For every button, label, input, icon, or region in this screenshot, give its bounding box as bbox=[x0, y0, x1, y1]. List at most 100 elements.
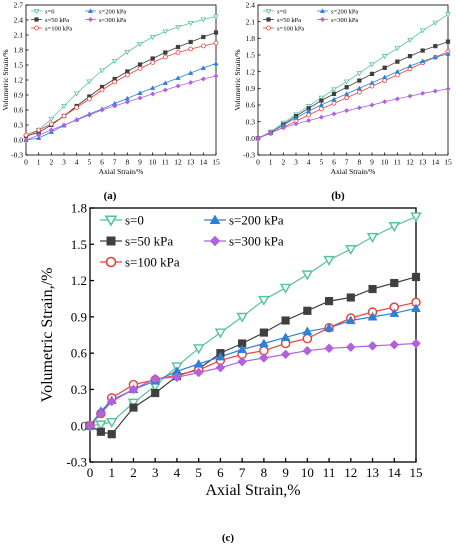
data-point bbox=[192, 344, 205, 355]
data-point bbox=[319, 98, 324, 103]
data-point bbox=[346, 293, 355, 302]
x-tick-label: 15 bbox=[410, 465, 423, 480]
x-tick-label: 11 bbox=[323, 465, 336, 480]
series-line bbox=[257, 51, 449, 139]
data-point bbox=[420, 48, 425, 53]
data-point bbox=[175, 83, 181, 89]
data-point bbox=[162, 87, 168, 93]
y-tick-label: 0.3 bbox=[246, 117, 256, 126]
series-line bbox=[25, 75, 217, 141]
data-point bbox=[420, 90, 426, 96]
data-point bbox=[324, 343, 334, 354]
data-point bbox=[259, 353, 269, 363]
data-point bbox=[200, 17, 207, 23]
data-point bbox=[324, 322, 334, 332]
data-point bbox=[433, 43, 438, 49]
legend-entry: s=50 kPa bbox=[125, 234, 173, 249]
data-point bbox=[411, 272, 421, 282]
data-point bbox=[175, 50, 181, 55]
data-point bbox=[343, 79, 350, 85]
data-point bbox=[279, 283, 292, 294]
data-point bbox=[281, 316, 290, 325]
data-point bbox=[175, 75, 181, 80]
legend-marker bbox=[319, 8, 326, 13]
y-tick-label: 1.2 bbox=[246, 67, 256, 76]
series-line bbox=[25, 42, 217, 136]
data-point bbox=[215, 362, 226, 373]
x-tick-label: 1 bbox=[37, 158, 41, 167]
data-point bbox=[128, 384, 139, 395]
data-point bbox=[61, 103, 67, 110]
data-point bbox=[345, 342, 356, 352]
data-point bbox=[36, 135, 42, 140]
data-point bbox=[111, 58, 118, 65]
y-axis-label: Volumetric Strain/% bbox=[1, 49, 10, 110]
data-point bbox=[410, 212, 422, 223]
panel-label-b: (b) bbox=[331, 190, 345, 202]
x-tick-label: 5 bbox=[195, 465, 202, 480]
y-tick-label: -0.3 bbox=[243, 151, 255, 160]
data-point bbox=[388, 222, 401, 233]
data-point bbox=[86, 79, 93, 85]
x-tick-label: 4 bbox=[75, 158, 79, 167]
data-point bbox=[382, 99, 388, 105]
x-tick-label: 2 bbox=[281, 158, 285, 167]
data-point bbox=[188, 79, 194, 86]
data-point bbox=[86, 112, 92, 118]
data-point bbox=[344, 108, 350, 114]
data-point bbox=[445, 86, 451, 92]
data-point bbox=[150, 91, 156, 97]
legend-entry: s=200 kPa bbox=[99, 8, 126, 15]
series-line bbox=[257, 41, 449, 139]
data-point bbox=[200, 65, 206, 70]
x-tick-label: 0 bbox=[256, 158, 260, 167]
x-tick-label: 0 bbox=[24, 158, 28, 167]
data-point bbox=[394, 72, 400, 78]
data-point bbox=[48, 116, 55, 123]
data-point bbox=[369, 102, 375, 108]
legend-entry: s=300 kPa bbox=[229, 234, 284, 249]
data-point bbox=[214, 328, 227, 339]
y-tick-label: 0.6 bbox=[71, 346, 88, 361]
data-point bbox=[331, 100, 337, 106]
data-point bbox=[369, 80, 375, 85]
legend-entry: s=300 kPa bbox=[331, 17, 358, 24]
data-point bbox=[150, 373, 161, 384]
series-line bbox=[257, 88, 449, 139]
legend-marker bbox=[209, 214, 221, 224]
data-point bbox=[215, 351, 226, 361]
y-tick-label: 1.2 bbox=[71, 273, 87, 288]
data-point bbox=[255, 135, 261, 141]
legend-marker bbox=[33, 8, 40, 15]
data-point bbox=[61, 113, 67, 119]
data-point bbox=[163, 50, 168, 55]
legend-marker bbox=[104, 215, 118, 227]
legend-entry: s=0 bbox=[125, 213, 144, 228]
x-tick-label: 7 bbox=[113, 158, 117, 167]
legend-marker bbox=[87, 16, 94, 23]
data-point bbox=[407, 53, 413, 59]
x-tick-label: 3 bbox=[152, 465, 159, 480]
legend-entry: s=100 kPa bbox=[277, 25, 304, 32]
x-tick-label: 8 bbox=[261, 465, 268, 480]
data-point bbox=[382, 78, 388, 83]
x-tick-label: 6 bbox=[217, 465, 224, 480]
data-point bbox=[188, 70, 194, 75]
chart-c: 0 1 2 3 4 5 6 7 8 9 10 11 12 13 14 15-0.30.00.30.60.91.… bbox=[39, 201, 423, 499]
data-point bbox=[369, 71, 375, 77]
data-point bbox=[201, 34, 206, 40]
data-point bbox=[318, 106, 324, 112]
data-point bbox=[96, 427, 105, 436]
series-line bbox=[25, 63, 217, 141]
data-point bbox=[345, 315, 356, 325]
x-tick-label: 13 bbox=[419, 158, 427, 167]
x-tick-label: 11 bbox=[162, 158, 169, 167]
x-tick-label: 8 bbox=[357, 158, 361, 167]
data-point bbox=[127, 398, 140, 409]
data-point bbox=[213, 73, 219, 79]
chart-b: 0 1 2 3 4 5 6 7 8 9 10 11 12 13 14 15-0.30.00.30.60.91.… bbox=[233, 1, 452, 176]
data-point bbox=[193, 359, 204, 368]
data-point bbox=[280, 125, 286, 131]
data-point bbox=[293, 115, 299, 120]
data-point bbox=[151, 388, 160, 398]
